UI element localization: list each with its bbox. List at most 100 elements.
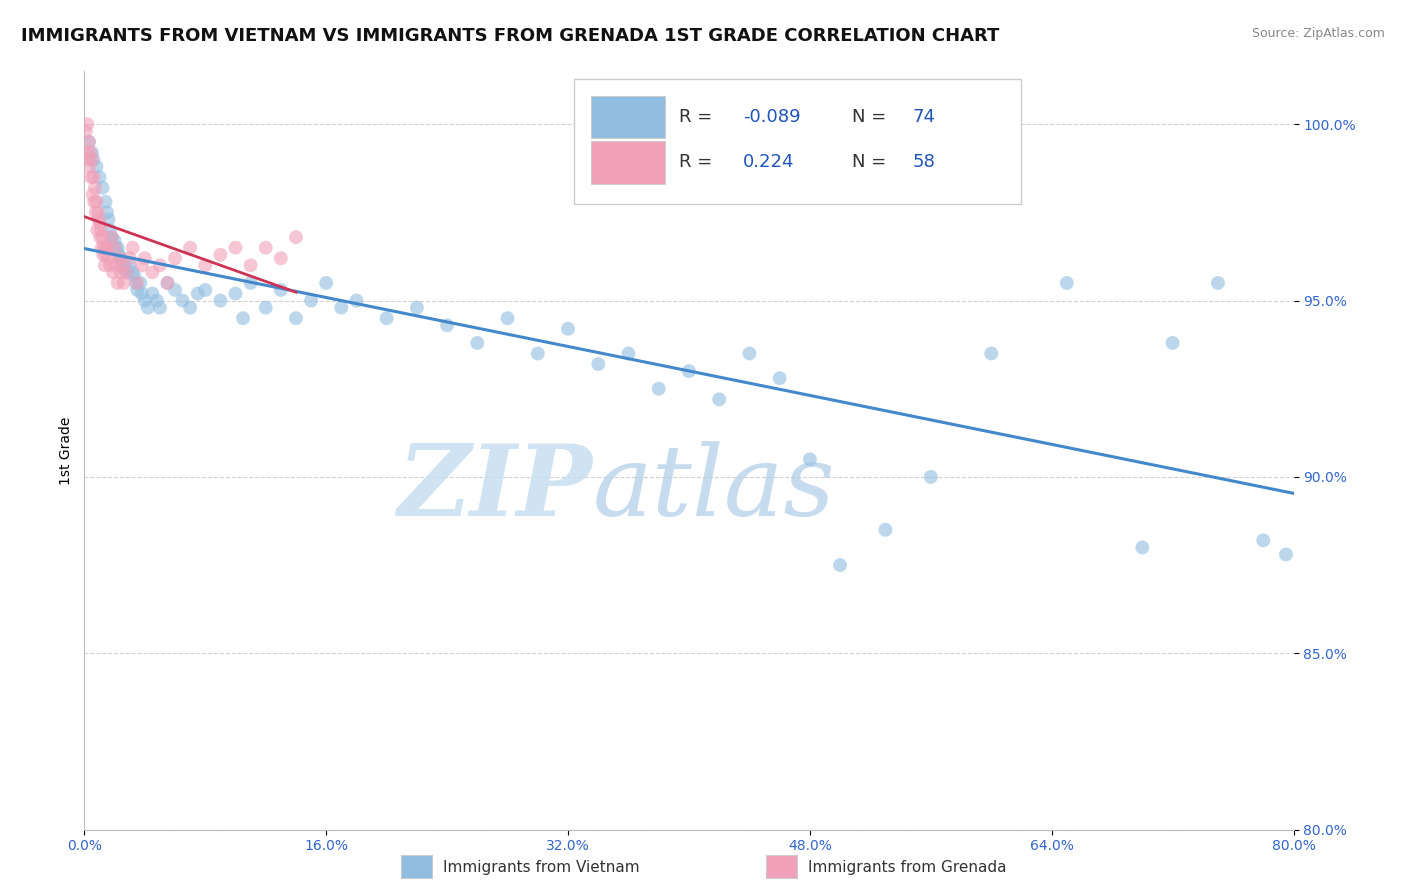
Point — [557, 322, 579, 336]
Point — [127, 276, 149, 290]
Text: IMMIGRANTS FROM VIETNAM VS IMMIGRANTS FROM GRENADA 1ST GRADE CORRELATION CHART: IMMIGRANTS FROM VIETNAM VS IMMIGRANTS FR… — [21, 27, 1000, 45]
Point — [496, 311, 519, 326]
Point — [76, 117, 98, 131]
Point — [285, 230, 308, 244]
Point — [165, 283, 187, 297]
Text: -0.089: -0.089 — [744, 108, 801, 126]
Point — [108, 248, 131, 262]
Point — [96, 241, 118, 255]
Point — [87, 212, 110, 227]
Point — [527, 346, 550, 360]
Point — [131, 258, 153, 272]
Point — [97, 252, 120, 266]
Point — [105, 241, 128, 255]
Point — [91, 180, 114, 194]
Point — [101, 265, 124, 279]
Point — [232, 311, 254, 326]
Point — [225, 286, 247, 301]
Point — [406, 301, 429, 315]
Point — [1132, 541, 1154, 555]
Point — [112, 276, 135, 290]
Point — [97, 212, 120, 227]
Point — [98, 258, 121, 272]
Text: Immigrants from Grenada: Immigrants from Grenada — [808, 860, 1007, 874]
Point — [239, 258, 262, 272]
Point — [436, 318, 458, 333]
Text: Source: ZipAtlas.com: Source: ZipAtlas.com — [1251, 27, 1385, 40]
Point — [90, 241, 112, 255]
Text: Immigrants from Vietnam: Immigrants from Vietnam — [443, 860, 640, 874]
Point — [141, 265, 163, 279]
Text: 0.224: 0.224 — [744, 153, 794, 171]
Point — [799, 452, 821, 467]
Point — [648, 382, 671, 396]
Point — [156, 276, 179, 290]
Point — [678, 364, 700, 378]
Point — [107, 276, 129, 290]
Point — [77, 135, 100, 149]
Point — [738, 346, 761, 360]
Point — [118, 252, 141, 266]
Y-axis label: 1st Grade: 1st Grade — [59, 417, 73, 484]
FancyBboxPatch shape — [574, 79, 1022, 204]
Point — [82, 170, 104, 185]
Point — [94, 248, 117, 262]
Point — [146, 293, 169, 308]
Point — [194, 258, 217, 272]
Point — [127, 283, 149, 297]
Point — [920, 470, 942, 484]
Point — [149, 258, 172, 272]
Point — [105, 258, 128, 272]
Point — [588, 357, 610, 371]
Point — [209, 248, 232, 262]
Point — [82, 187, 104, 202]
Point — [84, 205, 107, 219]
Point — [285, 311, 308, 326]
Point — [91, 230, 114, 244]
Text: ZIP: ZIP — [398, 440, 592, 537]
Point — [104, 234, 127, 248]
Point — [1161, 335, 1184, 350]
Point — [114, 261, 136, 276]
Point — [115, 265, 138, 279]
Point — [165, 252, 187, 266]
Point — [125, 276, 148, 290]
Point — [107, 241, 129, 255]
Point — [1056, 276, 1078, 290]
Point — [149, 301, 172, 315]
Point — [89, 216, 111, 230]
Point — [94, 194, 117, 209]
Text: R =: R = — [679, 108, 713, 126]
Point — [93, 241, 115, 255]
Point — [254, 241, 277, 255]
Text: N =: N = — [852, 108, 886, 126]
Point — [1275, 548, 1298, 562]
Point — [315, 276, 337, 290]
Text: atlas: atlas — [592, 441, 835, 536]
Point — [112, 254, 135, 268]
Point — [100, 230, 122, 244]
Point — [299, 293, 322, 308]
Point — [346, 293, 368, 308]
Point — [131, 286, 153, 301]
Point — [254, 301, 277, 315]
Point — [98, 223, 121, 237]
Point — [80, 153, 103, 167]
Point — [108, 252, 131, 266]
Point — [87, 205, 110, 219]
Point — [86, 194, 108, 209]
Point — [86, 223, 108, 237]
Point — [1206, 276, 1229, 290]
Point — [89, 170, 111, 185]
Point — [84, 180, 107, 194]
Point — [134, 252, 156, 266]
Point — [110, 252, 132, 266]
Text: N =: N = — [852, 153, 886, 171]
Point — [77, 153, 100, 167]
Point — [121, 265, 143, 279]
Point — [80, 145, 103, 160]
Point — [94, 258, 117, 272]
Point — [179, 241, 201, 255]
Point — [77, 135, 100, 149]
Point — [709, 392, 731, 407]
